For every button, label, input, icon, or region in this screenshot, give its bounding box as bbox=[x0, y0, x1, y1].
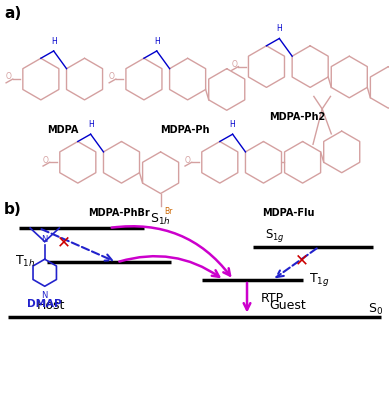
Text: S$_{1h}$: S$_{1h}$ bbox=[150, 212, 170, 227]
Text: S$_0$: S$_0$ bbox=[368, 302, 383, 317]
Text: MDPA-Flu: MDPA-Flu bbox=[262, 208, 315, 218]
Text: Host: Host bbox=[37, 299, 65, 312]
Text: MDPA: MDPA bbox=[47, 125, 78, 135]
Text: RTP: RTP bbox=[261, 292, 284, 305]
Text: H: H bbox=[230, 120, 235, 129]
Text: O: O bbox=[185, 156, 191, 165]
Text: O: O bbox=[43, 156, 49, 165]
Text: b): b) bbox=[4, 202, 22, 217]
Text: DMAP: DMAP bbox=[27, 299, 62, 309]
Text: H: H bbox=[154, 37, 159, 46]
Text: MDPA-Ph: MDPA-Ph bbox=[161, 125, 210, 135]
Text: S$_{1g}$: S$_{1g}$ bbox=[265, 227, 284, 244]
Text: ✕: ✕ bbox=[57, 233, 71, 251]
Text: N: N bbox=[42, 235, 48, 244]
Text: MDPA-PhBr: MDPA-PhBr bbox=[88, 208, 150, 218]
Text: ✕: ✕ bbox=[294, 251, 308, 269]
Text: MDPA-Ph2: MDPA-Ph2 bbox=[270, 112, 326, 122]
Text: Br: Br bbox=[165, 207, 173, 216]
Text: H: H bbox=[277, 24, 282, 33]
Text: H: H bbox=[51, 37, 56, 46]
Text: O: O bbox=[6, 73, 12, 82]
Text: T$_{1g}$: T$_{1g}$ bbox=[309, 271, 330, 288]
Text: T$_{1h}$: T$_{1h}$ bbox=[15, 254, 35, 269]
Text: N: N bbox=[42, 291, 48, 300]
Text: Guest: Guest bbox=[270, 299, 306, 312]
Text: H: H bbox=[88, 120, 93, 129]
Text: O: O bbox=[109, 73, 115, 82]
Text: O: O bbox=[231, 60, 237, 69]
Text: a): a) bbox=[4, 6, 21, 21]
